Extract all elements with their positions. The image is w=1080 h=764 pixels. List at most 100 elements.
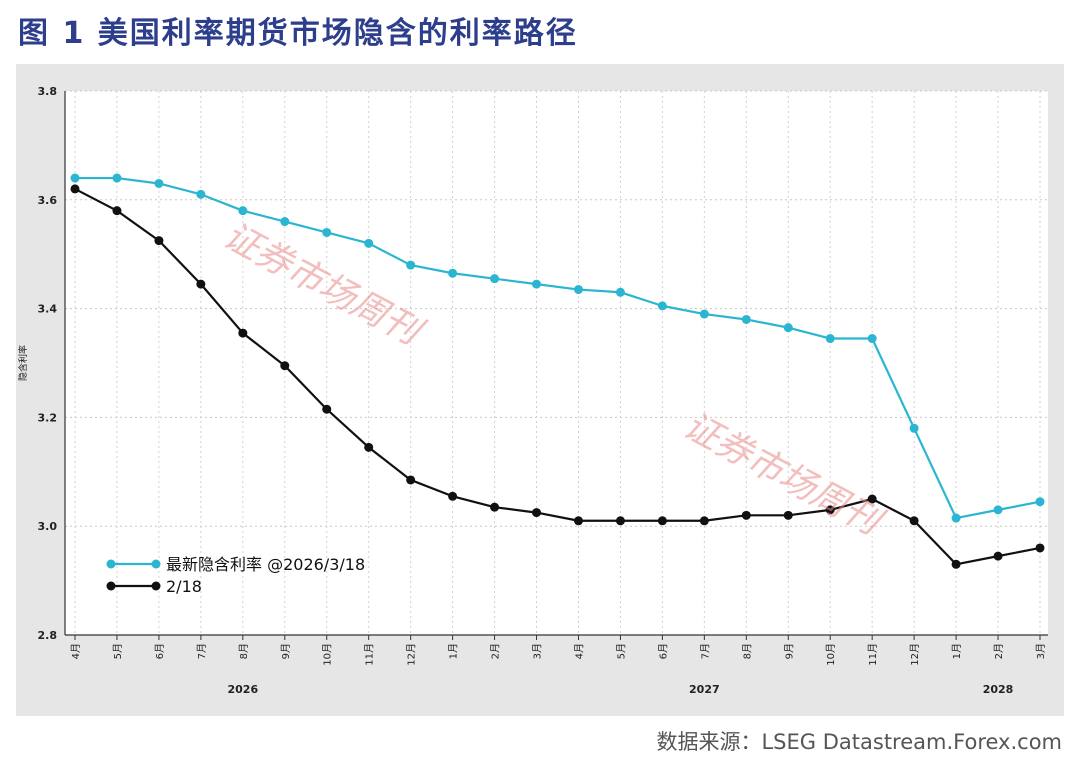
x-tick-label: 11月: [364, 643, 376, 666]
y-tick-label: 3.2: [38, 411, 58, 424]
series-2-point: [196, 279, 206, 289]
axes: 2.8 3.0 3.2 3.4 3.6 3.8 4月 5月 6月 7月 8月 9月 10月 11月 12月 1…: [17, 85, 1048, 696]
x-tick-label: 8月: [741, 643, 753, 659]
x-tick-label: 4月: [573, 643, 585, 659]
legend-label-1: 最新隐含利率 @2026/3/18: [166, 555, 365, 574]
x-tick-label: 10月: [322, 643, 334, 666]
page-title: 图 1 美国利率期货市场隐含的利率路径: [18, 16, 578, 51]
series-1-point: [322, 227, 332, 237]
series-2-point: [783, 510, 793, 520]
series-1-point: [615, 287, 625, 297]
legend: 最新隐含利率 @2026/3/18 2/18: [106, 555, 365, 596]
x-tick-label: 4月: [70, 643, 82, 659]
series-1-point: [783, 323, 793, 333]
series-1-point: [909, 423, 919, 433]
x-tick-label: 8月: [238, 643, 250, 659]
series-1-point: [1035, 497, 1045, 507]
series-2-point: [573, 516, 583, 526]
y-tick-label: 3.4: [38, 303, 58, 316]
x-tick-label: 1月: [951, 643, 963, 659]
series-1-point: [490, 274, 500, 284]
series-1-point: [657, 301, 667, 311]
series-1-point: [532, 279, 542, 289]
series-2-point: [615, 516, 625, 526]
x-tick-label: 11月: [867, 643, 879, 666]
series-2-point: [951, 559, 961, 569]
series-1-point: [196, 189, 206, 199]
y-tick-label: 2.8: [38, 629, 58, 642]
y-tick-label: 3.8: [38, 85, 58, 98]
series-2-point: [657, 516, 667, 526]
series-2-point: [825, 505, 835, 515]
year-label: 2026: [228, 683, 259, 696]
series-1-point: [70, 173, 80, 183]
year-label: 2028: [983, 683, 1014, 696]
series-1-point: [112, 173, 122, 183]
y-axis-label: 隐含利率: [17, 345, 29, 381]
x-tick-label: 6月: [657, 643, 669, 659]
x-tick-label: 2月: [490, 643, 502, 659]
y-tick-label: 3.6: [38, 194, 58, 207]
series-2-point: [448, 491, 458, 501]
series-2-point: [364, 442, 374, 452]
series-1-point: [448, 268, 458, 278]
series-1-point: [154, 178, 164, 188]
legend-marker-start: [106, 581, 116, 591]
x-tick-label: 9月: [280, 643, 292, 659]
x-tick-label: 5月: [112, 643, 124, 659]
series-2-point: [699, 516, 709, 526]
series-2-point: [490, 502, 500, 512]
series-line-2: [74, 187, 1041, 566]
x-tick-label: 3月: [532, 643, 544, 659]
x-tick-label: 7月: [699, 643, 711, 659]
source-text: 数据来源：LSEG Datastream.Forex.com: [656, 730, 1062, 754]
y-tick-label: 3.0: [38, 520, 58, 533]
x-tick-label: 10月: [825, 643, 837, 666]
x-tick-label: 12月: [909, 643, 921, 666]
series-2-point: [993, 551, 1003, 561]
legend-marker-end: [151, 581, 161, 591]
x-tick-label: 5月: [615, 643, 627, 659]
series-2-point: [112, 206, 122, 216]
legend-marker-end: [151, 559, 161, 569]
series-2-point: [238, 328, 248, 338]
x-tick-label: 2月: [993, 643, 1005, 659]
x-tick-label: 6月: [154, 643, 166, 659]
x-tick-label: 7月: [196, 643, 208, 659]
x-tick-label: 3月: [1035, 643, 1047, 659]
series-2-point: [70, 184, 80, 194]
series-1-point: [406, 260, 416, 270]
series-2-point: [909, 516, 919, 526]
series-1-point: [741, 314, 751, 324]
series-1-point: [280, 217, 290, 227]
series-2-point: [154, 236, 164, 246]
x-tick-label: 9月: [783, 643, 795, 659]
series-1-point: [699, 309, 709, 319]
series-2-point: [322, 404, 332, 414]
source-note: 数据来源：LSEG Datastream.Forex.com: [656, 726, 1062, 756]
series-2-point: [1035, 543, 1045, 553]
x-tick-label: 1月: [448, 643, 460, 659]
legend-label-2: 2/18: [166, 577, 202, 596]
series-2-point: [532, 508, 542, 518]
grid: [65, 90, 1048, 636]
series-1-point: [993, 505, 1003, 515]
x-tick-label: 12月: [406, 643, 418, 666]
legend-marker-start: [106, 559, 116, 569]
chart-panel: 2.8 3.0 3.2 3.4 3.6 3.8 4月 5月 6月 7月 8月 9月 10月 11月 12月 1…: [16, 64, 1064, 716]
series-2-point: [280, 361, 290, 371]
series-layer: [70, 173, 1045, 569]
series-1-point: [867, 334, 877, 344]
series-2-point: [406, 475, 416, 485]
series-1-point: [238, 206, 248, 216]
series-line-1: [75, 176, 1041, 520]
rate-path-chart: 2.8 3.0 3.2 3.4 3.6 3.8 4月 5月 6月 7月 8月 9月 10月 11月 12月 1…: [17, 85, 1048, 696]
series-1-point: [825, 334, 835, 344]
year-label: 2027: [689, 683, 720, 696]
plot-area: [65, 91, 1048, 635]
series-2-point: [741, 510, 751, 520]
series-1-point: [573, 285, 583, 295]
series-1-point: [951, 513, 961, 523]
series-1-point: [364, 238, 374, 248]
series-2-point: [867, 494, 877, 504]
